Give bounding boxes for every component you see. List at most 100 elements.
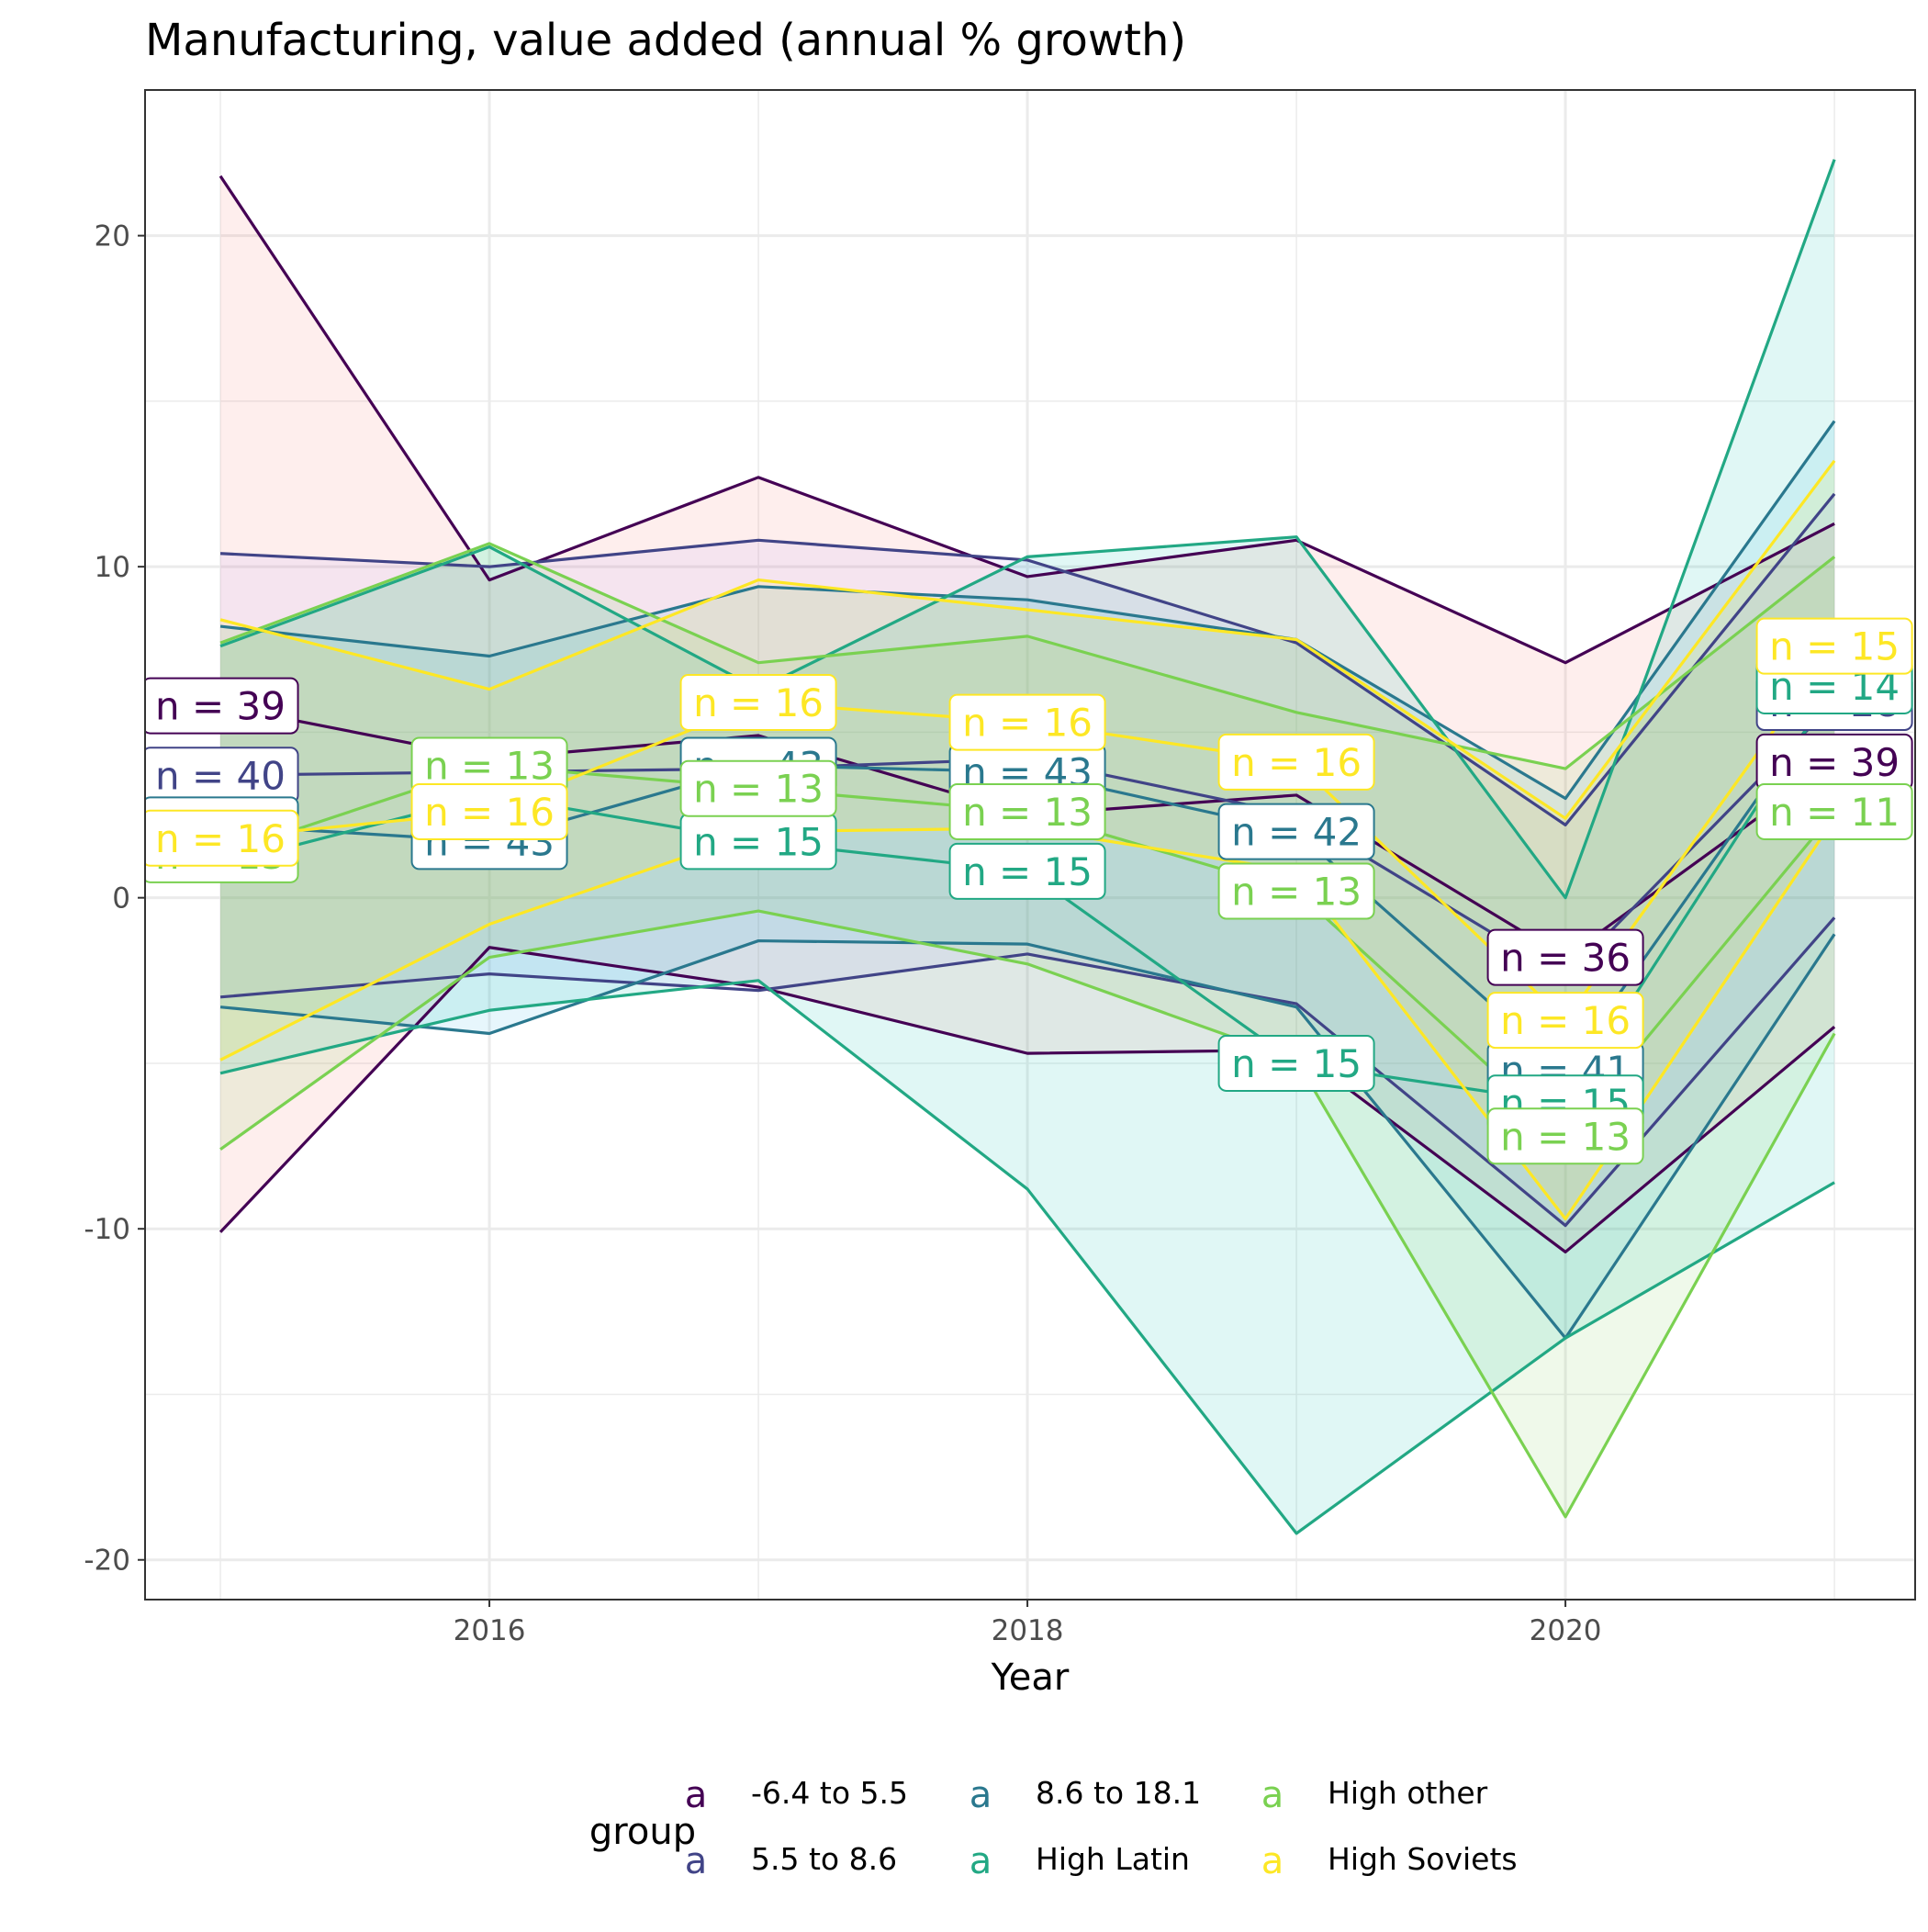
n-label-text: n = 13 [1231,869,1362,914]
legend: group a -6.4 to 5.5 a 5.5 to 8.6 a 8.6 to 18.… [589,1774,1518,1882]
n-label-box [1217,733,1375,791]
n-label-box [145,809,299,867]
series-4-lower-line [219,909,1836,1519]
n-label: n = 16 [1217,733,1375,791]
n-label: n = 15 [1755,617,1913,675]
n-label-box [145,677,299,735]
series-0-upper-line [219,174,1835,665]
n-label-box [948,842,1106,900]
n-label: n = 40 [145,747,299,804]
series-1-upper-line [219,492,1836,826]
n-label-text: n = 15 [1231,1041,1362,1086]
n-label: n = 11 [1755,782,1913,840]
legend-item: a -6.4 to 5.5 [685,1774,908,1816]
n-label-box [679,759,837,817]
n-label: n = 16 [145,809,299,867]
n-label: n = 16 [1486,992,1644,1050]
legend-key: a [685,1774,708,1816]
n-label-text: n = 13 [1500,1114,1631,1159]
y-tick-label: 20 [95,220,130,253]
x-axis-title: Year [991,1657,1070,1699]
legend-label: High Soviets [1328,1841,1518,1877]
n-label: n = 15 [1217,1034,1375,1092]
x-tick-label: 2020 [1530,1614,1602,1647]
series-0-lower-line [219,946,1836,1254]
n-label-box [948,782,1106,840]
n-label-text: n = 15 [1769,624,1900,669]
legend-item: a High Latin [970,1840,1190,1882]
legend-item: a 5.5 to 8.6 [685,1840,897,1882]
legend-title: group [589,1811,696,1853]
n-label-text: n = 16 [155,816,286,861]
n-label: n = 13 [679,759,837,817]
n-label-text: n = 36 [1500,936,1631,981]
n-label-text: n = 16 [962,701,1093,746]
n-label: n = 36 [1486,928,1644,986]
y-tick-label: 0 [112,882,130,915]
n-label-text: n = 15 [962,849,1093,894]
legend-label: -6.4 to 5.5 [751,1775,908,1811]
legend-label: 8.6 to 18.1 [1036,1775,1201,1811]
legend-label: High other [1328,1775,1488,1811]
n-label-box [410,782,568,840]
ribbon-series-5 [220,460,1835,1219]
n-label: n = 16 [679,673,837,731]
n-label-text: n = 13 [962,790,1093,835]
n-label-text: n = 16 [1500,998,1631,1043]
n-label: n = 16 [948,693,1106,751]
series-1-lower-line [219,916,1836,1228]
n-label-box [679,673,837,731]
legend-key: a [970,1774,992,1816]
n-label-text: n = 39 [155,684,286,729]
n-label-text: n = 16 [693,680,824,725]
series-2-upper-line [219,420,1836,801]
n-label: n = 39 [1755,733,1913,791]
n-label-box [1755,617,1913,675]
n-labels: n = 39n = 36n = 39n = 40n = 28n = 43n = … [145,617,1913,1165]
n-label: n = 13 [1486,1107,1644,1165]
legend-item: a 8.6 to 18.1 [970,1774,1201,1816]
panel-border [144,89,1916,1601]
x-tick-label: 2016 [454,1614,526,1647]
n-label-box [948,693,1106,751]
n-label-box [1486,1107,1644,1165]
x-tick-label: 2018 [992,1614,1064,1647]
y-tick-label: 10 [95,551,130,584]
n-label-box [1217,803,1375,860]
axes: -20 -10 0 10 20 2016 2018 2020 [84,220,1601,1647]
series-3-upper-line [219,159,1836,900]
legend-label: High Latin [1036,1841,1190,1877]
legend-item: a High other [1261,1774,1488,1816]
n-label: n = 15 [679,813,837,871]
n-label-text: n = 11 [1769,790,1900,835]
n-label: n = 13 [1217,862,1375,920]
ribbon-series-4 [220,543,1835,1517]
n-label-box [1755,782,1913,840]
legend-item: a High Soviets [1261,1840,1518,1882]
n-label-text: n = 40 [155,753,286,798]
n-label: n = 15 [948,842,1106,900]
n-label: n = 13 [948,782,1106,840]
n-label-box [1217,1034,1375,1092]
n-label-box [1217,862,1375,920]
n-label: n = 42 [1217,803,1375,860]
legend-key: a [1261,1774,1284,1816]
series-4-upper-line [219,542,1836,770]
n-label-box [1486,928,1644,986]
n-label: n = 13 [410,736,568,794]
series-5-upper-line [219,459,1836,820]
n-label: n = 16 [410,782,568,840]
n-label-text: n = 15 [693,819,824,864]
n-label: n = 39 [145,677,299,735]
legend-label: 5.5 to 8.6 [751,1841,897,1877]
n-label-box [1486,992,1644,1050]
series-3-lower-line [219,979,1835,1535]
y-tick-label: -20 [84,1544,130,1578]
legend-key: a [1261,1840,1284,1882]
y-tick-label: -10 [84,1213,130,1246]
n-label-text: n = 16 [1231,740,1362,785]
n-label-text: n = 39 [1769,740,1900,785]
n-label-text: n = 13 [424,743,555,788]
